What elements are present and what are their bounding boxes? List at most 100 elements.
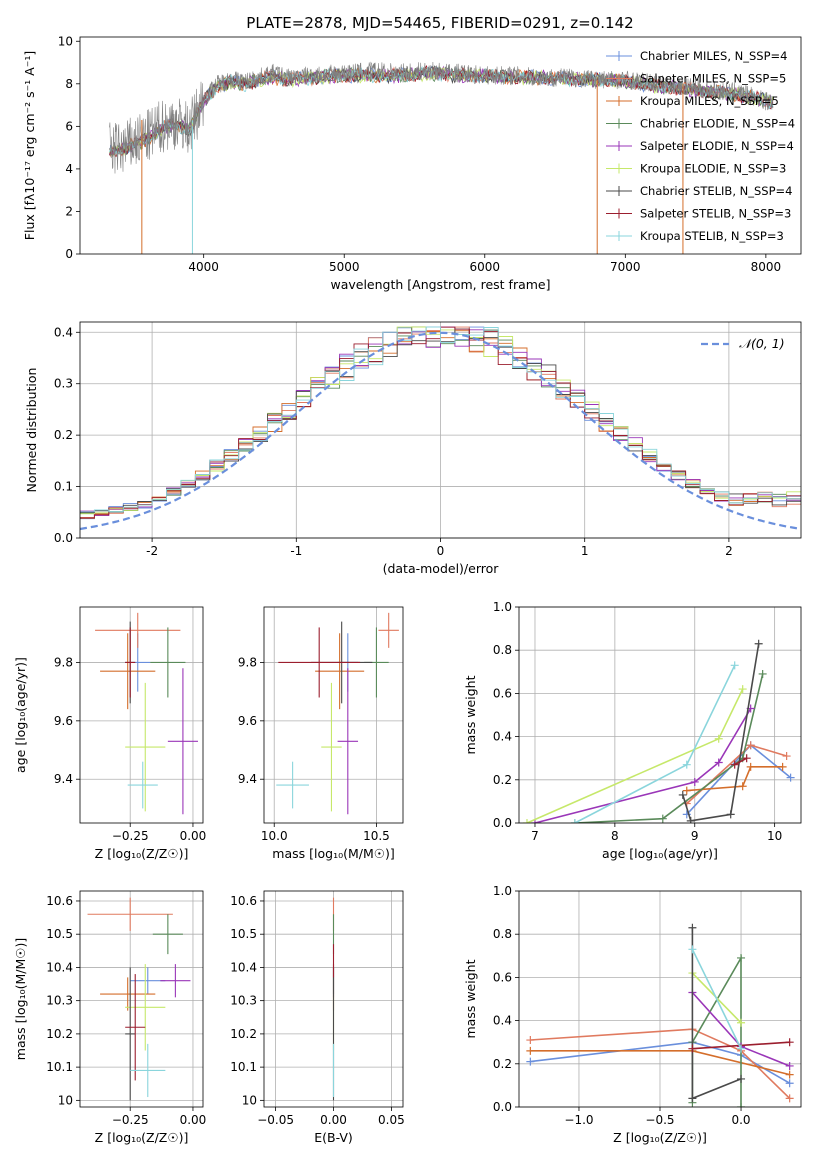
mass-weight-marker bbox=[746, 741, 755, 750]
x-tick-label: 0.00 bbox=[180, 1113, 207, 1127]
axes-frame bbox=[263, 890, 404, 1108]
x-tick-label: 5000 bbox=[329, 260, 360, 274]
x-tick-label: 0.0 bbox=[731, 1113, 750, 1127]
axes-frame bbox=[79, 321, 802, 539]
y-tick-label: 0.4 bbox=[493, 1014, 512, 1028]
legend: Chabrier MILES, N_SSP=4 Salpeter MILES, N… bbox=[606, 49, 795, 243]
y-tick-label: 10.2 bbox=[230, 1027, 257, 1041]
mass-weight-marker bbox=[682, 760, 691, 769]
x-tick-label: −0.25 bbox=[112, 1113, 149, 1127]
mass-weight-marker bbox=[682, 786, 691, 795]
x-tick-label: 8000 bbox=[751, 260, 782, 274]
mass-weight-marker bbox=[785, 1070, 794, 1079]
legend-label: Chabrier ELODIE, N_SSP=4 bbox=[640, 117, 795, 131]
x-tick-label: 0.00 bbox=[180, 829, 207, 843]
y-tick-label: 9.6 bbox=[54, 714, 73, 728]
y-tick-label: 10.5 bbox=[46, 927, 73, 941]
mass-weight-marker bbox=[688, 1094, 697, 1103]
plot-area bbox=[80, 326, 801, 531]
mass-weight-marker bbox=[714, 758, 723, 767]
mass-weight-marker bbox=[526, 1057, 535, 1066]
plot-area bbox=[87, 897, 191, 1101]
y-tick-label: 0.4 bbox=[493, 730, 512, 744]
x-tick-label: 1 bbox=[581, 544, 589, 558]
mass-weight-marker bbox=[785, 1094, 794, 1103]
panel-ebv_mass: −0.05 0.00 0.05 10 10.1 10.2 10.3 10.4 10.5 10.6 E… bbox=[230, 890, 405, 1145]
x-tick-label: −1.0 bbox=[564, 1113, 593, 1127]
panel-residuals: -2 -1 0 1 2 0.0 0.1 0.2 0.3 0.4 (data-model)/error… bbox=[24, 321, 802, 576]
mass-weight-marker bbox=[737, 1103, 746, 1107]
mass-weight-line bbox=[686, 765, 783, 792]
y-tick-label: 9.4 bbox=[238, 772, 257, 786]
mass-weight-line bbox=[691, 948, 742, 1050]
observed-spectrum-line bbox=[109, 61, 774, 174]
axes-frame bbox=[518, 890, 802, 1108]
y-axis-label: Normed distribution bbox=[24, 368, 39, 493]
x-tick-label: 0 bbox=[437, 544, 445, 558]
x-axis-label: E(B-V) bbox=[314, 1130, 353, 1145]
y-tick-label: 10 bbox=[242, 1093, 257, 1107]
y-tick-label: 4 bbox=[65, 162, 73, 176]
y-tick-label: 8 bbox=[65, 77, 73, 91]
mass-weight-marker bbox=[786, 773, 795, 782]
mass-weight-marker bbox=[690, 777, 699, 786]
mass-weight-marker bbox=[726, 810, 735, 819]
y-tick-label: 10.1 bbox=[46, 1060, 73, 1074]
mass-weight-marker bbox=[737, 1018, 746, 1027]
normal-reference-curve bbox=[80, 331, 799, 531]
mass-weight-marker bbox=[754, 639, 763, 648]
mass-weight-marker bbox=[738, 782, 747, 791]
y-tick-label: 10.6 bbox=[230, 894, 257, 908]
mass-weight-line bbox=[734, 757, 748, 766]
mass-weight-marker bbox=[570, 819, 579, 823]
legend-label: Salpeter MILES, N_SSP=5 bbox=[640, 72, 786, 86]
mass-weight-marker bbox=[730, 661, 739, 670]
mass-weight-marker bbox=[785, 1038, 794, 1047]
mass-weight-marker bbox=[737, 953, 746, 962]
x-tick-label: 10 bbox=[767, 829, 782, 843]
mass-weight-marker bbox=[714, 734, 723, 743]
legend-label: Chabrier MILES, N_SSP=4 bbox=[640, 49, 787, 63]
plot-area bbox=[95, 612, 198, 815]
x-axis-label: age [log₁₀(age/yr)] bbox=[602, 846, 718, 861]
y-tick-label: 0.0 bbox=[493, 816, 512, 830]
y-tick-label: 0.2 bbox=[54, 428, 73, 442]
y-tick-label: 0.4 bbox=[54, 325, 73, 339]
y-tick-label: 0.3 bbox=[54, 377, 73, 391]
x-tick-label: −0.5 bbox=[645, 1113, 674, 1127]
x-tick-label: 10.0 bbox=[261, 829, 288, 843]
mass-weight-line bbox=[526, 688, 744, 823]
legend-label: 𝒩(0, 1) bbox=[739, 336, 785, 351]
y-tick-label: 0.0 bbox=[54, 531, 73, 545]
legend-label: Salpeter STELIB, N_SSP=3 bbox=[640, 207, 791, 221]
mass-weight-marker bbox=[730, 760, 739, 769]
y-axis-label: mass weight bbox=[463, 675, 478, 754]
x-tick-label: 6000 bbox=[469, 260, 500, 274]
mass-weight-marker bbox=[522, 819, 531, 823]
y-tick-label: 10.6 bbox=[46, 894, 73, 908]
x-tick-label: -2 bbox=[146, 544, 158, 558]
x-axis-label: Z [log₁₀(Z/Z☉)] bbox=[95, 1130, 189, 1145]
x-tick-label: −0.25 bbox=[112, 829, 149, 843]
panel-z_age: −0.25 0.00 9.4 9.6 9.8 Z [log₁₀(Z/Z☉)] age [lo… bbox=[13, 606, 207, 861]
mass-weight-marker bbox=[738, 685, 747, 694]
y-tick-label: 0.2 bbox=[493, 1057, 512, 1071]
y-axis-label: Flux [fλ10⁻¹⁷ erg cm⁻² s⁻¹ A⁻¹] bbox=[22, 51, 37, 240]
plot-area bbox=[276, 612, 399, 815]
y-tick-label: 0.2 bbox=[493, 773, 512, 787]
y-tick-label: 1.0 bbox=[493, 600, 512, 614]
mass-weight-marker bbox=[737, 1074, 746, 1083]
y-axis-label: age [log₁₀(age/yr)] bbox=[13, 657, 28, 773]
mass-weight-marker bbox=[658, 814, 667, 823]
y-tick-label: 10.3 bbox=[230, 994, 257, 1008]
x-tick-label: 0.00 bbox=[320, 1113, 347, 1127]
mass-weight-marker bbox=[785, 1079, 794, 1088]
panel-z_weight: −1.0 −0.5 0.0 0.0 0.2 0.4 0.6 0.8 1.0 Z [log₁₀(Z/… bbox=[463, 884, 802, 1145]
mass-weight-line bbox=[691, 927, 742, 1100]
y-tick-label: 10 bbox=[58, 34, 73, 48]
legend-label: Kroupa STELIB, N_SSP=3 bbox=[640, 229, 784, 243]
mass-weight-line bbox=[574, 673, 764, 823]
panel-spectrum: 4000 5000 6000 7000 8000 0 2 4 6 8 10 wavelength [A… bbox=[22, 34, 802, 292]
y-tick-label: 0.6 bbox=[493, 970, 512, 984]
x-tick-label: 7000 bbox=[610, 260, 641, 274]
